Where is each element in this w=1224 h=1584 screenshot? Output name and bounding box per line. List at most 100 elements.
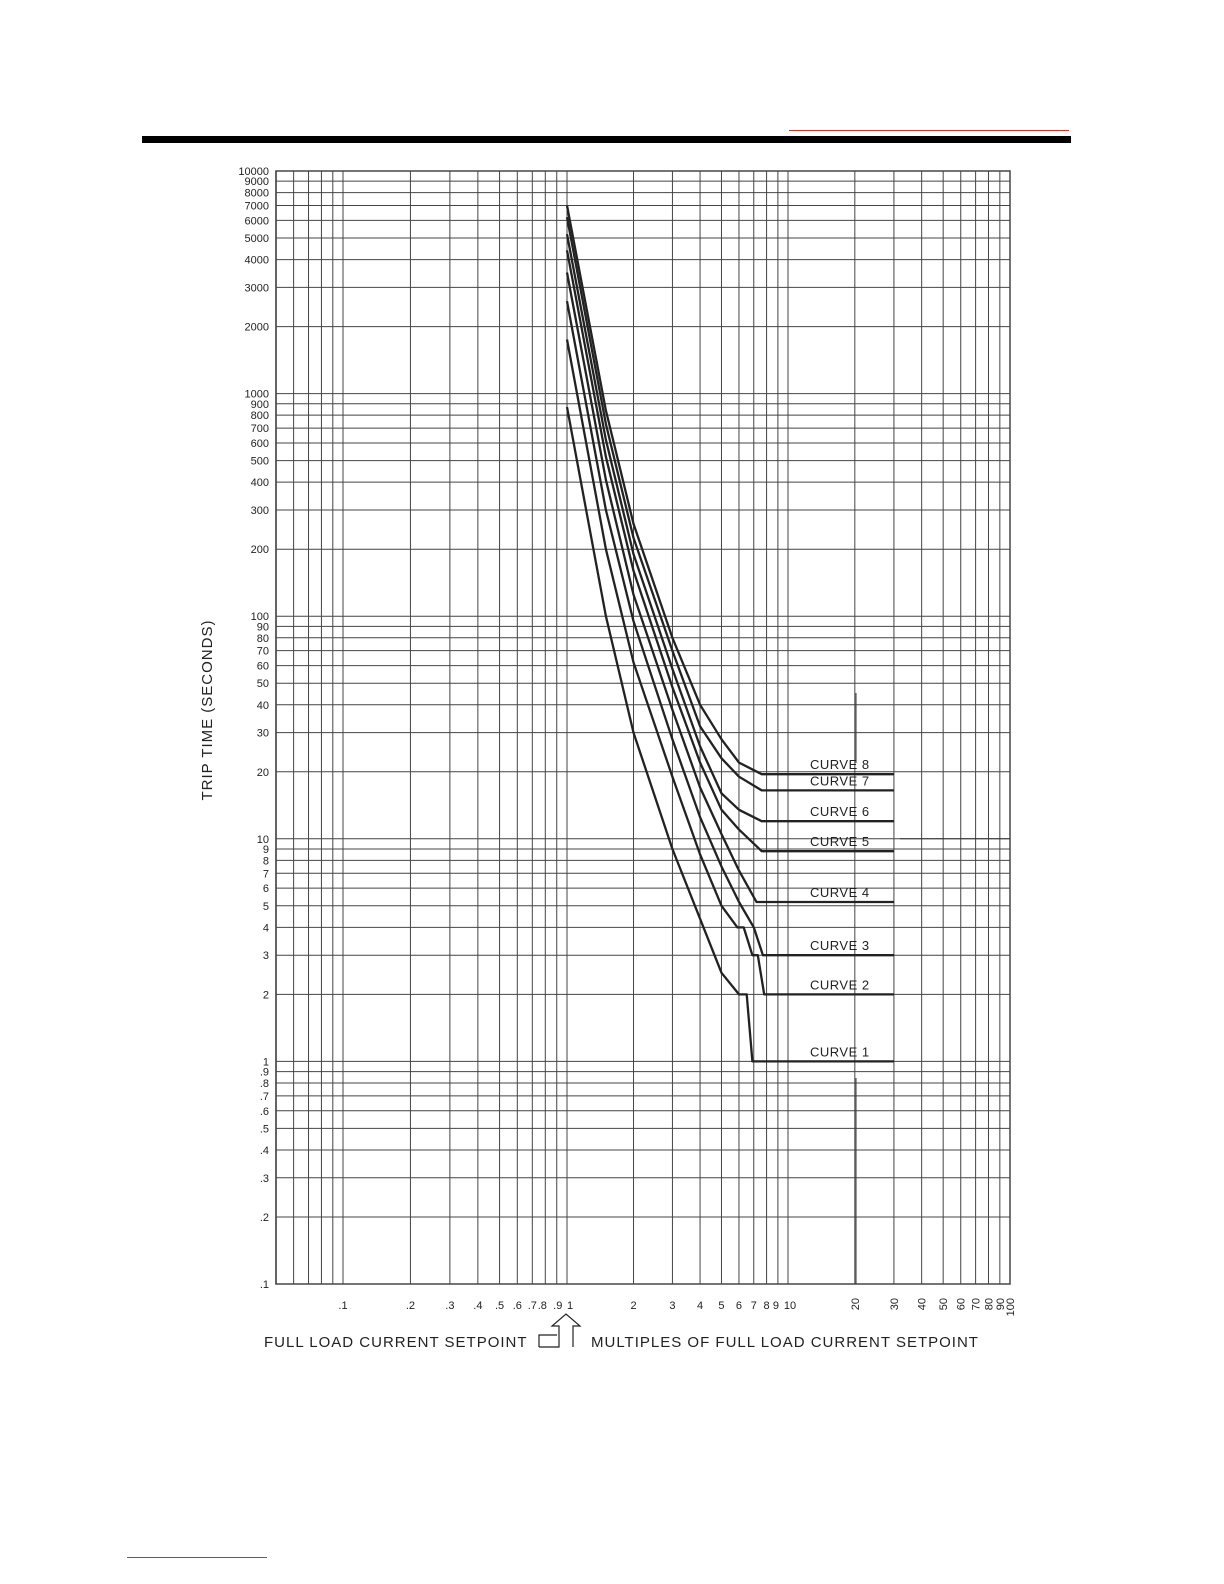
y-tick-label: 200 bbox=[251, 544, 269, 556]
x-tick-label: 80 bbox=[983, 1298, 995, 1310]
curve-label-8: CURVE 8 bbox=[810, 757, 870, 772]
x-tick-label: .5 bbox=[495, 1300, 504, 1312]
y-tick-label: 700 bbox=[251, 423, 269, 435]
curve-line-1 bbox=[565, 406, 894, 1063]
y-tick-label: .8 bbox=[260, 1078, 269, 1090]
curve-line-3 bbox=[565, 300, 894, 957]
x-tick-label: .6 bbox=[513, 1300, 522, 1312]
footer-blue-rule bbox=[127, 1557, 267, 1558]
x-axis-title-right: MULTIPLES OF FULL LOAD CURRENT SETPOINT bbox=[591, 1334, 979, 1351]
grid bbox=[275, 170, 1011, 1285]
y-tick-label: 4 bbox=[263, 922, 269, 934]
y-tick-label: 10000 bbox=[238, 166, 269, 178]
y-tick-label: .2 bbox=[260, 1212, 269, 1224]
y-tick-label: 40 bbox=[257, 700, 269, 712]
y-tick-label: 500 bbox=[251, 456, 269, 468]
y-tick-label: 1 bbox=[263, 1056, 269, 1068]
y-tick-label: 8000 bbox=[245, 188, 269, 200]
y-tick-label: .5 bbox=[260, 1123, 269, 1135]
y-tick-label: 2 bbox=[263, 989, 269, 1001]
x-tick-label: 50 bbox=[938, 1298, 950, 1310]
x-tick-label: 2 bbox=[630, 1300, 636, 1312]
curve-line-5 bbox=[565, 250, 894, 853]
curve-line-8 bbox=[565, 205, 894, 776]
y-tick-label: 3 bbox=[263, 950, 269, 962]
x-tick-label: .2 bbox=[406, 1300, 415, 1312]
y-tick-label: 7 bbox=[263, 868, 269, 880]
curve-label-5: CURVE 5 bbox=[810, 834, 870, 849]
curve-line-6 bbox=[565, 233, 894, 823]
y-tick-label: 9000 bbox=[245, 176, 269, 188]
y-tick-label: .9 bbox=[260, 1067, 269, 1079]
y-tick-label: 6000 bbox=[245, 215, 269, 227]
y-tick-label: .3 bbox=[260, 1173, 269, 1185]
y-tick-label: 100 bbox=[251, 611, 269, 623]
curve-label-7: CURVE 7 bbox=[810, 773, 870, 788]
y-tick-label: 90 bbox=[257, 621, 269, 633]
x-tick-label: 10 bbox=[784, 1300, 796, 1312]
header-red-rule bbox=[789, 130, 1069, 131]
plot-frame bbox=[275, 170, 1011, 1285]
curve-label-1: CURVE 1 bbox=[810, 1044, 870, 1059]
x-tick-label: .1 bbox=[338, 1300, 347, 1312]
curve-label-3: CURVE 3 bbox=[810, 938, 870, 953]
x-tick-label: 9 bbox=[773, 1300, 779, 1312]
y-tick-label: 2000 bbox=[245, 322, 269, 334]
x-tick-label: 30 bbox=[889, 1298, 901, 1310]
y-tick-label: 300 bbox=[251, 505, 269, 517]
curve-line-2 bbox=[565, 339, 894, 996]
y-tick-label: 1000 bbox=[245, 389, 269, 401]
x-tick-label: 8 bbox=[764, 1300, 770, 1312]
curve-label-6: CURVE 6 bbox=[810, 804, 870, 819]
y-axis-title: TRIP TIME (SECONDS) bbox=[199, 620, 216, 801]
y-tick-label: 5000 bbox=[245, 233, 269, 245]
y-tick-label: 80 bbox=[257, 633, 269, 645]
x-tick-label: 3 bbox=[669, 1300, 675, 1312]
x-tick-label: 7 bbox=[751, 1300, 757, 1312]
x-axis-title-left: FULL LOAD CURRENT SETPOINT bbox=[264, 1334, 528, 1351]
y-tick-label: 7000 bbox=[245, 200, 269, 212]
curve-label-2: CURVE 2 bbox=[810, 977, 870, 992]
y-tick-label: 400 bbox=[251, 477, 269, 489]
x-tick-labels: .1 .2 .3 .4 .5 .6 .7.8 .9 1 2 3 4 5 6 7 8 9 10 20 30 40 50 60 7… bbox=[338, 1298, 1017, 1316]
y-tick-label: 30 bbox=[257, 728, 269, 740]
y-tick-label: .7 bbox=[260, 1091, 269, 1103]
y-tick-label: 3000 bbox=[245, 282, 269, 294]
y-tick-label: 70 bbox=[257, 646, 269, 658]
y-tick-label: 900 bbox=[251, 399, 269, 411]
x-tick-label: .8 bbox=[538, 1300, 547, 1312]
x-tick-label: 20 bbox=[850, 1298, 862, 1310]
y-tick-label: .1 bbox=[260, 1279, 269, 1291]
x-tick-label: 90 bbox=[995, 1298, 1007, 1310]
y-tick-label: 5 bbox=[263, 901, 269, 913]
x-tick-label: 70 bbox=[971, 1298, 983, 1310]
y-tick-label: 10 bbox=[257, 834, 269, 846]
curve-line-4 bbox=[565, 272, 894, 904]
y-tick-label: .4 bbox=[260, 1145, 269, 1157]
curve-line-7 bbox=[565, 216, 894, 792]
x-tick-label: 40 bbox=[917, 1298, 929, 1310]
y-tick-label: 50 bbox=[257, 678, 269, 690]
y-tick-label: 8 bbox=[263, 855, 269, 867]
y-tick-label: .6 bbox=[260, 1106, 269, 1118]
y-tick-label: 600 bbox=[251, 438, 269, 450]
curve-labels: CURVE 1 CURVE 2 CURVE 3 CURVE 4 CURVE 5 CURVE… bbox=[810, 757, 870, 1059]
x-tick-label: 1 bbox=[567, 1300, 573, 1312]
x-tick-label: 4 bbox=[697, 1300, 703, 1312]
x-tick-label: .3 bbox=[445, 1300, 454, 1312]
curve-label-4: CURVE 4 bbox=[810, 885, 870, 900]
x-tick-label: 6 bbox=[736, 1300, 742, 1312]
x-tick-label: 60 bbox=[956, 1298, 968, 1310]
y-tick-label: 6 bbox=[263, 883, 269, 895]
y-tick-label: 800 bbox=[251, 410, 269, 422]
x-tick-label: .4 bbox=[473, 1300, 482, 1312]
curves bbox=[565, 205, 894, 1063]
y-tick-label: 9 bbox=[263, 844, 269, 856]
y-tick-label: 60 bbox=[257, 661, 269, 673]
x-tick-label: .9 bbox=[553, 1300, 562, 1312]
up-arrow-icon bbox=[538, 1313, 582, 1348]
header-rule bbox=[142, 136, 1071, 143]
x-tick-label: 5 bbox=[718, 1300, 724, 1312]
